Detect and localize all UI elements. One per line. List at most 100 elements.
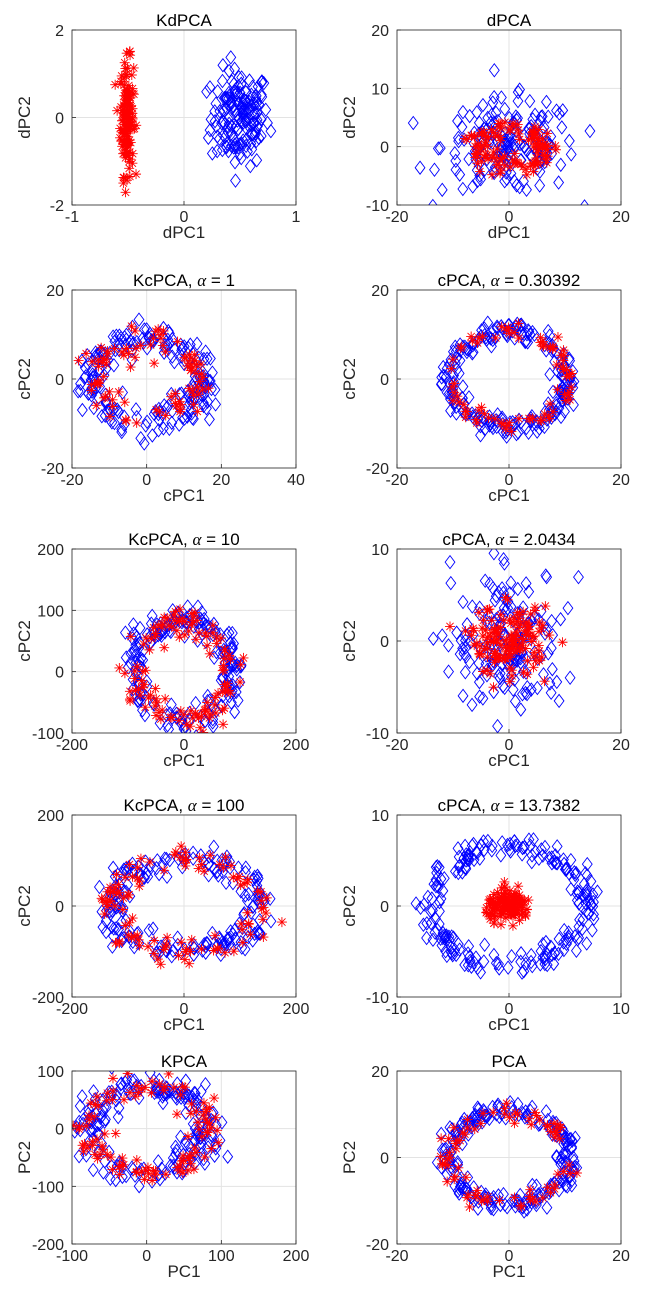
diamond-marker xyxy=(148,1073,160,1088)
star-marker xyxy=(137,666,148,677)
star-marker xyxy=(217,665,228,676)
star-marker xyxy=(520,643,531,654)
star-marker xyxy=(220,947,230,958)
diamond-marker xyxy=(479,327,491,343)
star-marker xyxy=(488,889,499,900)
diamond-marker xyxy=(94,1117,105,1133)
diamond-marker xyxy=(239,93,251,108)
diamond-marker xyxy=(120,327,132,343)
diamond-marker xyxy=(130,402,142,417)
y-tick-label: -10 xyxy=(366,726,389,743)
diamond-marker xyxy=(256,74,268,90)
star-marker xyxy=(490,652,501,663)
diamond-marker xyxy=(457,594,469,610)
star-marker xyxy=(124,686,135,697)
diamond-marker xyxy=(523,584,535,599)
diamond-marker xyxy=(193,1125,205,1140)
star-marker xyxy=(194,376,205,387)
star-marker xyxy=(499,1103,510,1114)
diamond-marker xyxy=(122,660,134,675)
star-marker xyxy=(122,147,133,158)
star-marker xyxy=(460,406,471,417)
diamond-marker xyxy=(502,960,514,975)
star-marker xyxy=(86,385,97,396)
panel-title: cPCA, α = 13.7382 xyxy=(438,796,581,815)
star-marker xyxy=(532,147,543,158)
star-marker xyxy=(205,850,216,861)
star-marker xyxy=(504,905,515,916)
star-marker xyxy=(276,917,287,928)
diamond-marker xyxy=(515,946,527,961)
diamond-marker xyxy=(496,835,508,850)
x-axis-label: cPC1 xyxy=(163,1015,205,1034)
diamond-marker xyxy=(479,937,491,953)
diamond-marker xyxy=(475,965,487,980)
diamond-marker xyxy=(123,1086,135,1101)
star-marker xyxy=(118,350,129,361)
diamond-marker xyxy=(253,926,265,941)
star-marker xyxy=(120,63,131,74)
star-marker xyxy=(132,873,143,884)
star-marker xyxy=(123,80,134,91)
diamond-marker xyxy=(488,323,499,338)
diamond-marker xyxy=(247,79,258,94)
star-marker xyxy=(232,873,243,884)
y-axis-label: dPC2 xyxy=(15,96,34,139)
star-marker xyxy=(117,136,128,147)
diamond-marker xyxy=(138,335,150,350)
star-marker xyxy=(87,356,98,367)
diamond-marker xyxy=(151,853,163,868)
star-marker xyxy=(113,887,124,898)
star-marker xyxy=(449,1174,460,1185)
diamond-marker xyxy=(415,900,427,916)
star-marker xyxy=(95,1149,106,1160)
star-marker xyxy=(185,353,196,364)
star-marker xyxy=(185,1158,196,1169)
diamond-marker xyxy=(113,921,124,937)
star-marker xyxy=(97,357,108,368)
star-marker xyxy=(185,721,196,732)
diamond-marker xyxy=(518,840,530,855)
diamond-marker xyxy=(425,903,436,919)
star-marker xyxy=(475,142,486,153)
star-marker xyxy=(495,132,506,143)
star-marker xyxy=(473,138,484,149)
y-tick-label: 100 xyxy=(37,603,64,620)
diamond-marker xyxy=(137,643,149,658)
star-marker xyxy=(81,1120,92,1131)
y-tick-label: 0 xyxy=(380,140,389,157)
star-marker xyxy=(181,944,192,955)
star-marker xyxy=(124,1087,135,1098)
panel-title: KcPCA, α = 10 xyxy=(128,530,239,549)
star-marker xyxy=(150,700,161,711)
star-marker xyxy=(119,119,130,130)
diamond-marker xyxy=(79,360,91,376)
star-marker xyxy=(540,141,551,152)
star-marker xyxy=(258,932,269,943)
star-marker xyxy=(258,902,269,913)
star-marker xyxy=(192,382,203,393)
diamond-marker xyxy=(452,1183,464,1199)
star-marker xyxy=(127,148,138,159)
star-marker xyxy=(500,642,511,653)
star-marker xyxy=(490,902,501,913)
star-marker xyxy=(155,333,166,344)
star-marker xyxy=(529,1107,540,1118)
star-marker xyxy=(527,413,538,424)
diamond-marker xyxy=(201,351,213,367)
star-marker xyxy=(469,131,480,142)
star-marker xyxy=(521,617,532,628)
diamond-marker xyxy=(540,1104,552,1119)
diamond-marker xyxy=(225,50,237,65)
diamond-marker xyxy=(514,82,526,97)
star-marker xyxy=(513,413,524,424)
star-marker xyxy=(562,389,573,400)
diamond-marker xyxy=(483,1195,495,1210)
diamond-marker xyxy=(209,382,221,398)
star-marker xyxy=(571,1168,582,1178)
star-marker xyxy=(500,912,511,923)
star-marker xyxy=(72,1120,79,1131)
star-marker xyxy=(475,648,486,659)
diamond-marker xyxy=(499,556,510,571)
star-marker xyxy=(493,130,504,141)
